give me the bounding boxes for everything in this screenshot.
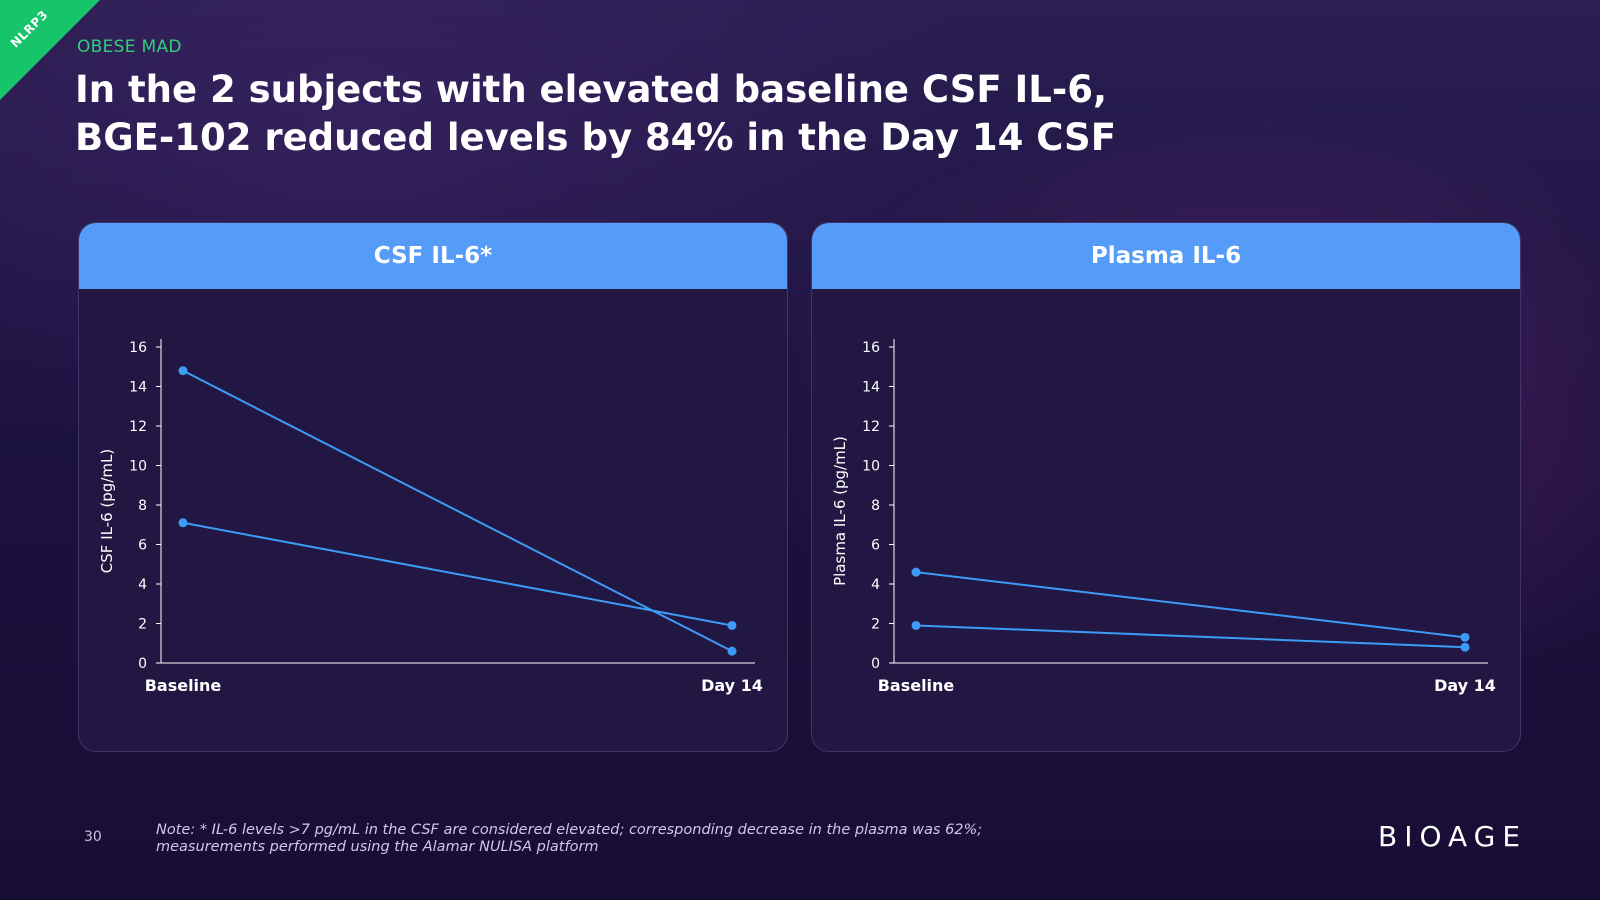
plasma-y-tick-label: 6 bbox=[871, 538, 880, 554]
page-number: 30 bbox=[84, 829, 102, 845]
corner-tag-label: NLRP3 bbox=[7, 7, 51, 51]
csf-series-1-line bbox=[182, 369, 733, 653]
csf-chart-panel: CSF IL-6* 0 2 4 6 8 10 12 14 16 Baseline Day 14 CSF… bbox=[78, 222, 788, 752]
csf-y-tick-label: 10 bbox=[129, 459, 147, 475]
slide-title: In the 2 subjects with elevated baseline… bbox=[75, 66, 1275, 162]
plasma-y-tick-label: 4 bbox=[871, 577, 880, 593]
plasma-y-tick-label: 8 bbox=[871, 498, 880, 514]
plasma-y-tick-label: 12 bbox=[862, 419, 880, 435]
plasma-y-tick-label: 10 bbox=[862, 459, 880, 475]
csf-y-tick-label: 4 bbox=[138, 577, 147, 593]
csf-y-tick-label: 6 bbox=[138, 538, 147, 554]
csf-x-category-label: Day 14 bbox=[701, 676, 763, 695]
csf-y-axis-title: CSF IL-6 (pg/mL) bbox=[98, 449, 116, 573]
csf-series-2-point bbox=[727, 620, 737, 630]
csf-series-2-point bbox=[178, 518, 188, 528]
csf-y-tick-label: 14 bbox=[129, 380, 147, 396]
bioage-logo: BIOAGE bbox=[1378, 820, 1528, 853]
footnote-line-1: Note: * IL-6 levels >7 pg/mL in the CSF … bbox=[156, 822, 983, 838]
plasma-y-tick-label: 16 bbox=[862, 340, 880, 356]
plasma-series-1-line bbox=[915, 571, 1466, 639]
csf-y-tick-label: 2 bbox=[138, 617, 147, 633]
plasma-y-tick-label: 0 bbox=[871, 656, 880, 672]
csf-series-2-line bbox=[182, 521, 733, 627]
section-eyebrow: OBESE MAD bbox=[77, 37, 182, 57]
csf-y-tick-label: 12 bbox=[129, 419, 147, 435]
plasma-series-1-point bbox=[911, 567, 921, 577]
plasma-x-category-label: Day 14 bbox=[1434, 676, 1496, 695]
plasma-x-category-label: Baseline bbox=[878, 676, 955, 695]
csf-chart-header: CSF IL-6* bbox=[79, 223, 787, 289]
slide-title-line-2: BGE-102 reduced levels by 84% in the Day… bbox=[75, 116, 1116, 159]
footnote: Note: * IL-6 levels >7 pg/mL in the CSF … bbox=[156, 822, 1056, 856]
plasma-series-2-line bbox=[915, 624, 1466, 649]
csf-series-1-point bbox=[727, 646, 737, 656]
csf-series-1-point bbox=[178, 366, 188, 376]
plasma-series-2-point bbox=[1460, 642, 1470, 652]
csf-x-category-label: Baseline bbox=[145, 676, 222, 695]
footnote-line-2: measurements performed using the Alamar … bbox=[156, 839, 599, 855]
plasma-y-tick-label: 14 bbox=[862, 380, 880, 396]
slide-title-line-1: In the 2 subjects with elevated baseline… bbox=[75, 68, 1108, 111]
plasma-series-2-point bbox=[911, 620, 921, 630]
csf-chart: 0 2 4 6 8 10 12 14 16 Baseline Day 14 CSF IL-6 (pg/… bbox=[98, 339, 763, 695]
csf-y-tick-label: 8 bbox=[138, 498, 147, 514]
plasma-y-axis-title: Plasma IL-6 (pg/mL) bbox=[831, 436, 849, 586]
plasma-chart-header: Plasma IL-6 bbox=[812, 223, 1520, 289]
plasma-series-1-point bbox=[1460, 632, 1470, 642]
plasma-chart: 0 2 4 6 8 10 12 14 16 Baseline Day 14 Plasma IL-6 (… bbox=[831, 339, 1496, 695]
csf-y-tick-label: 0 bbox=[138, 656, 147, 672]
plasma-y-tick-label: 2 bbox=[871, 617, 880, 633]
csf-y-tick-label: 16 bbox=[129, 340, 147, 356]
plasma-chart-panel: Plasma IL-6 0 2 4 6 8 10 12 14 16 Baseline Day 14 P… bbox=[811, 222, 1521, 752]
